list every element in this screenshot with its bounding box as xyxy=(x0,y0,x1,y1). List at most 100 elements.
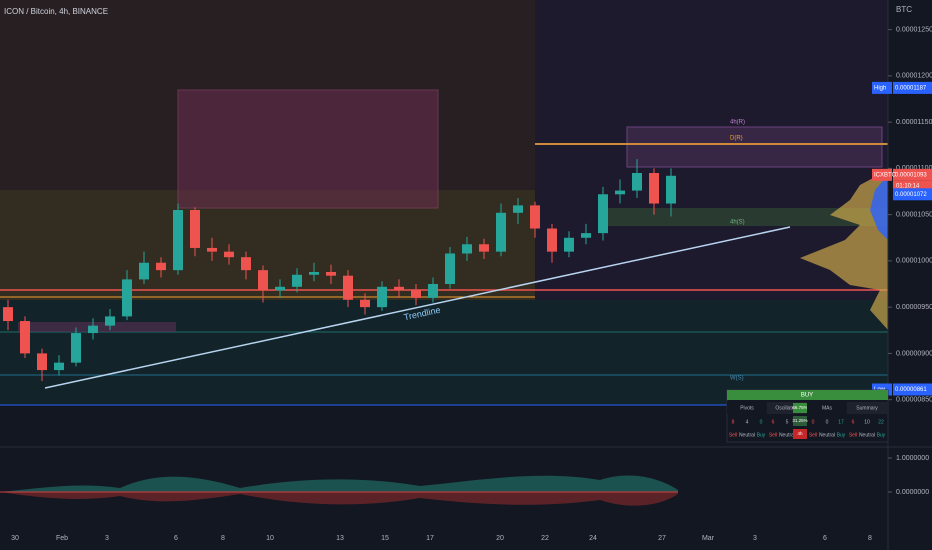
candle-body xyxy=(71,333,81,363)
candle-body xyxy=(377,286,387,308)
table-count: 22 xyxy=(878,419,884,425)
volume-profile xyxy=(870,175,888,240)
candle-body xyxy=(564,237,574,252)
volume-profile xyxy=(800,170,888,330)
x-tick-label: 3 xyxy=(753,535,757,542)
table-count-label: Buy xyxy=(837,432,846,438)
y-tick-label: 0.00001100 xyxy=(896,165,932,172)
indicator-tick-label: 1.0000000 xyxy=(896,455,929,462)
candle-body xyxy=(309,271,319,275)
price-label-name-box xyxy=(872,168,892,181)
candle-body xyxy=(54,362,64,371)
x-tick-label: 13 xyxy=(336,535,344,542)
y-tick-label: 0.00000850 xyxy=(896,397,932,404)
candle-body xyxy=(462,244,472,254)
candle-body xyxy=(190,210,200,248)
x-tick-label: Feb xyxy=(56,535,68,542)
candle-body xyxy=(581,233,591,238)
annotation: 4h(S) xyxy=(730,220,745,226)
y-tick-label: 0.00001200 xyxy=(896,73,932,80)
candle-body xyxy=(411,290,421,298)
y-tick-label: 0.00001150 xyxy=(896,119,932,126)
table-group: Pivots xyxy=(740,405,754,411)
candle-body xyxy=(37,353,47,371)
table-count: 10 xyxy=(864,419,870,425)
x-tick-label: 8 xyxy=(868,535,872,542)
x-tick-label: 15 xyxy=(381,535,389,542)
candle-body xyxy=(666,175,676,204)
level xyxy=(535,143,888,145)
candle-body xyxy=(547,228,557,252)
table-count-label: Neutral xyxy=(739,432,755,438)
table-group-bg xyxy=(727,402,767,414)
candle-body xyxy=(326,271,336,276)
candle-body xyxy=(632,173,642,191)
currency: BTC xyxy=(896,5,912,14)
x-tick-label: 8 xyxy=(221,535,225,542)
zone xyxy=(626,126,883,168)
table-signal: BUY xyxy=(801,393,813,399)
price-label: 0.00001187 xyxy=(895,85,927,91)
candle-body xyxy=(394,286,404,291)
candle-body xyxy=(105,316,115,326)
price-label-name: ICXBTC xyxy=(874,172,897,178)
zone xyxy=(600,208,888,226)
table-count: 4 xyxy=(746,419,749,425)
price-label-sub-box xyxy=(893,180,932,191)
chart-title: ICON / Bitcoin, 4h, BINANCE xyxy=(4,7,108,16)
candle-body xyxy=(207,247,217,252)
candle-body xyxy=(173,210,183,271)
x-tick-label: Mar xyxy=(702,535,715,542)
candle-body xyxy=(649,173,659,204)
candle-body xyxy=(20,321,30,354)
table-count-label: Sell xyxy=(769,432,777,438)
table-count: 6 xyxy=(772,419,775,425)
price-label-box xyxy=(893,168,932,181)
x-tick-label: 6 xyxy=(174,535,178,542)
price-label-name: High xyxy=(874,85,886,91)
candle-body xyxy=(139,262,149,280)
table-count: 6 xyxy=(852,419,855,425)
price-label-name-box xyxy=(872,81,892,94)
y-tick-label: 0.00001250 xyxy=(896,26,932,33)
x-tick-label: 10 xyxy=(266,535,274,542)
candle-body xyxy=(513,205,523,213)
price-label: 0.00001072 xyxy=(895,192,927,198)
candle-body xyxy=(156,262,166,271)
table-header xyxy=(727,390,888,400)
table-group: Summary xyxy=(856,405,878,411)
table-count-label: Buy xyxy=(757,432,766,438)
table-note-bg xyxy=(793,403,807,413)
annotation: 4h(R) xyxy=(730,120,745,126)
price-label: 0.00000861 xyxy=(895,387,927,393)
x-tick-label: 20 xyxy=(496,535,504,542)
table-count: 0 xyxy=(760,419,763,425)
candle-body xyxy=(479,244,489,252)
table-count-label: Neutral xyxy=(859,432,875,438)
table-count: 5 xyxy=(786,419,789,425)
candle-body xyxy=(88,325,98,334)
table-count-label: Sell xyxy=(849,432,857,438)
price-label: 0.00001093 xyxy=(895,172,927,178)
table-note-bg xyxy=(793,416,807,426)
candle-body xyxy=(258,270,268,291)
x-tick-label: 27 xyxy=(658,535,666,542)
candle-body xyxy=(445,253,455,285)
table-group: Oscillators xyxy=(775,405,799,411)
x-tick-label: 30 xyxy=(11,535,19,542)
table-note: 31.25% xyxy=(792,418,807,423)
table-count: 0 xyxy=(812,419,815,425)
table-count-label: Neutral xyxy=(819,432,835,438)
zone xyxy=(0,300,888,405)
table-count-label: Sell xyxy=(809,432,817,438)
table-count-label: Buy xyxy=(877,432,886,438)
candle-body xyxy=(360,299,370,308)
x-tick-label: 6 xyxy=(823,535,827,542)
annotation: D(R) xyxy=(730,136,743,142)
price-label-box xyxy=(893,188,932,201)
x-tick-label: 17 xyxy=(426,535,434,542)
y-tick-label: 0.00000950 xyxy=(896,304,932,311)
price-label-sub: 01:10:14 xyxy=(896,183,920,189)
y-tick-label: 0.00001000 xyxy=(896,258,932,265)
